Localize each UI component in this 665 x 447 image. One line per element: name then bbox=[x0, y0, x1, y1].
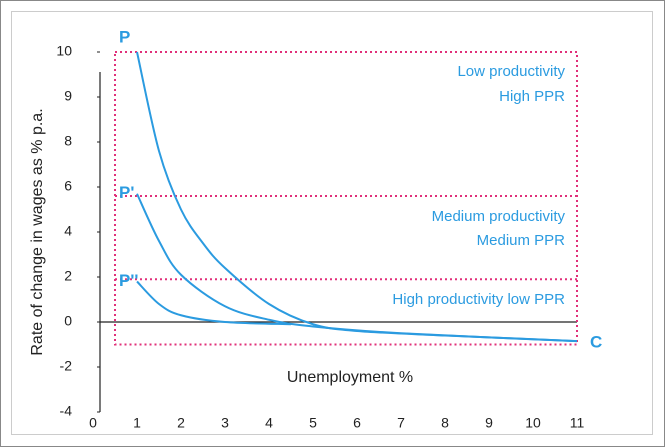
annotation: High PPR bbox=[499, 88, 565, 105]
x-tick-label: 2 bbox=[177, 415, 185, 431]
curve-label: P'' bbox=[119, 271, 138, 290]
y-axis-label: Rate of change in wages as % p.a. bbox=[29, 108, 46, 355]
y-tick-label: -2 bbox=[60, 358, 73, 374]
curve-label: P bbox=[119, 27, 130, 46]
annotation: Medium PPR bbox=[477, 232, 566, 249]
y-tick-label: 0 bbox=[64, 313, 72, 329]
inner-frame bbox=[11, 11, 653, 435]
annotation: Low productivity bbox=[457, 63, 565, 80]
x-tick-label: 0 bbox=[89, 415, 97, 431]
x-tick-label: 3 bbox=[221, 415, 229, 431]
x-axis-label: Unemployment % bbox=[287, 369, 413, 386]
x-tick-label: 8 bbox=[441, 415, 449, 431]
x-tick-label: 6 bbox=[353, 415, 361, 431]
curve bbox=[136, 193, 578, 343]
y-tick-label: 9 bbox=[64, 88, 72, 104]
y-tick-label: 8 bbox=[64, 133, 72, 149]
curve-label: P' bbox=[119, 183, 134, 202]
x-tick-label: 9 bbox=[485, 415, 493, 431]
y-tick-label: 10 bbox=[56, 43, 72, 59]
x-tick-label: 1 bbox=[133, 415, 141, 431]
annotation: Medium productivity bbox=[432, 208, 566, 225]
x-tick-label: 7 bbox=[397, 415, 405, 431]
y-tick-label: 4 bbox=[64, 223, 72, 239]
y-tick-label: 6 bbox=[64, 178, 72, 194]
dotted-box bbox=[114, 51, 578, 346]
x-tick-label: 5 bbox=[309, 415, 317, 431]
x-tick-label: 4 bbox=[265, 415, 273, 431]
end-label: C bbox=[590, 332, 602, 351]
y-tick-label: 2 bbox=[64, 268, 72, 284]
x-tick-label: 11 bbox=[570, 415, 585, 431]
y-tick-label: -4 bbox=[60, 403, 73, 419]
curve bbox=[136, 280, 292, 326]
x-tick-label: 10 bbox=[525, 415, 541, 431]
annotation: High productivity low PPR bbox=[392, 291, 565, 308]
